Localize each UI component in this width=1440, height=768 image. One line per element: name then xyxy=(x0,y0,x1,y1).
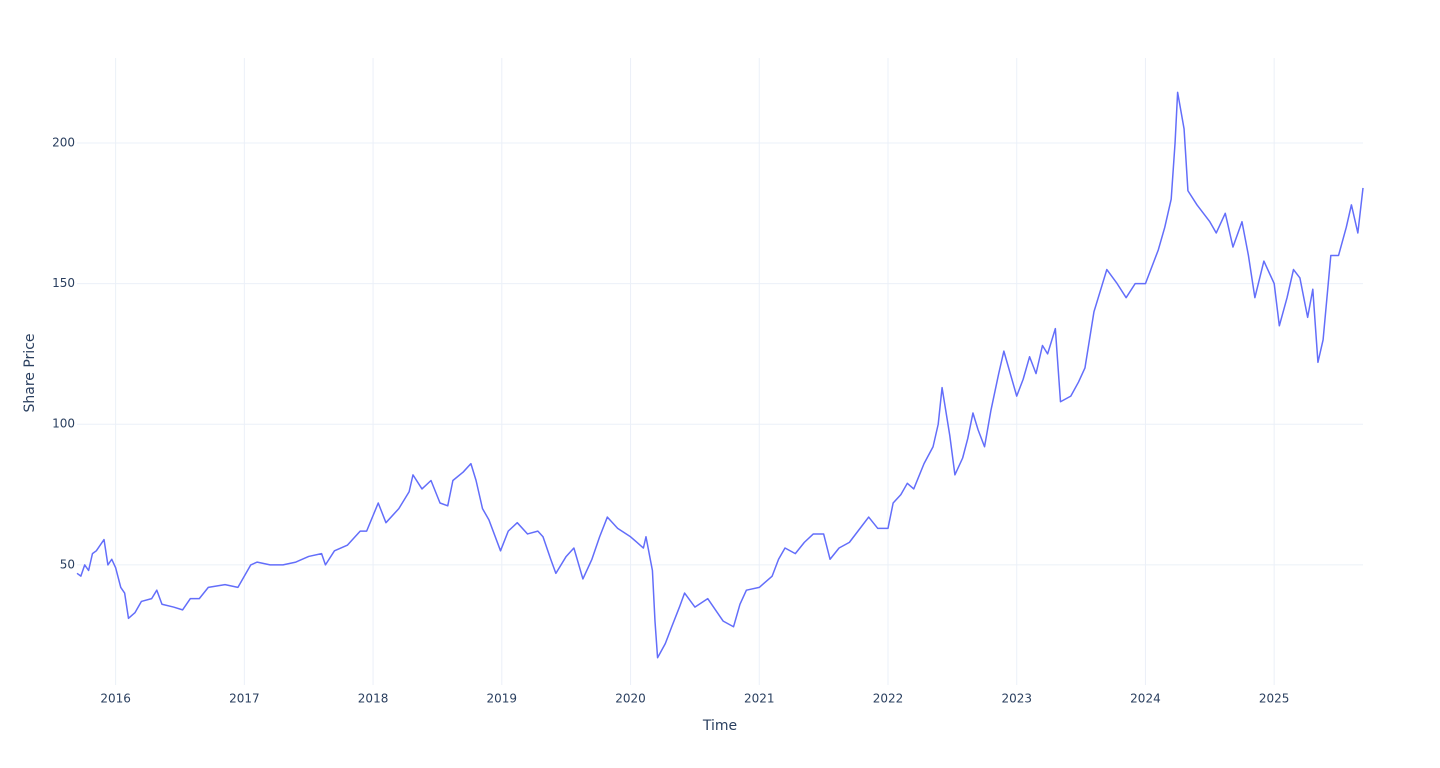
y-tick-label: 150 xyxy=(52,276,75,290)
x-tick-label: 2021 xyxy=(744,692,775,706)
x-tick-label: 2023 xyxy=(1001,692,1032,706)
x-tick-label: 2020 xyxy=(615,692,646,706)
x-axis-title: Time xyxy=(702,718,737,734)
y-axis-title: Share Price xyxy=(22,333,38,412)
price-line xyxy=(76,91,1364,659)
x-tick-label: 2016 xyxy=(100,692,131,706)
y-tick-label: 50 xyxy=(60,557,75,571)
x-tick-label: 2019 xyxy=(487,692,518,706)
x-tick-label: 2024 xyxy=(1130,692,1161,706)
x-tick-label: 2022 xyxy=(873,692,904,706)
x-tick-label: 2018 xyxy=(358,692,389,706)
x-tick-label: 2025 xyxy=(1259,692,1290,706)
x-tick-label: 2017 xyxy=(229,692,260,706)
y-tick-label: 100 xyxy=(52,417,75,431)
y-tick-label: 200 xyxy=(52,135,75,149)
